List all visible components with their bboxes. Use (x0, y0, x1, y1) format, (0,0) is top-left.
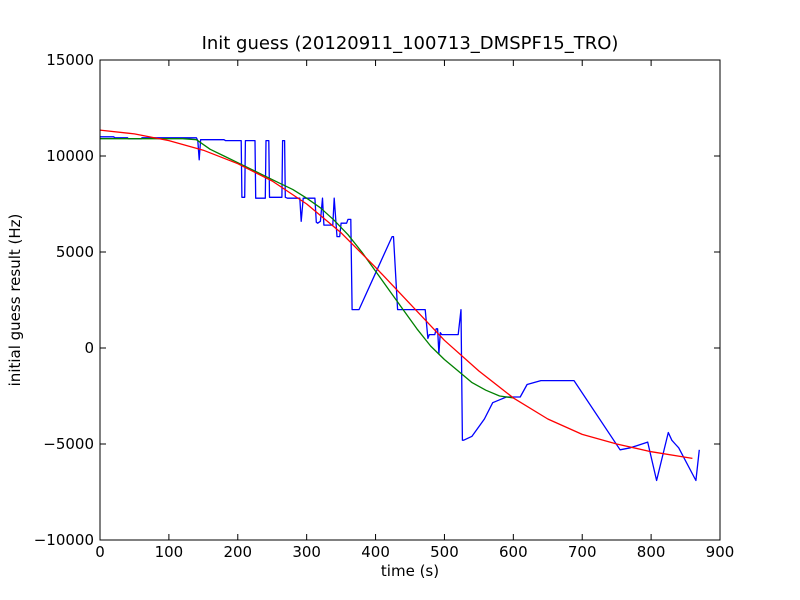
x-tick-label: 700 (568, 543, 597, 561)
series-line-1 (100, 136, 700, 482)
x-tick-label: 0 (95, 543, 105, 561)
series-line-2 (100, 138, 514, 399)
y-tick-label: 5000 (56, 243, 94, 261)
y-tick-label: 10000 (46, 147, 94, 165)
x-tick-label: 900 (706, 543, 735, 561)
y-axis-label: initial guess result (Hz) (6, 214, 24, 387)
plot-area (99, 129, 700, 482)
x-tick-label: 300 (292, 543, 321, 561)
y-tick-label: −5000 (43, 435, 94, 453)
axis-ticks: 0 100 200 300 400 500 600 700 800 900 −10000 −5000 0… (34, 51, 735, 561)
x-tick-label: 500 (430, 543, 459, 561)
series-line-3 (99, 129, 693, 460)
y-tick-label: 15000 (46, 51, 94, 69)
y-tick-label: 0 (84, 339, 94, 357)
x-tick-label: 200 (223, 543, 252, 561)
x-tick-label: 800 (637, 543, 666, 561)
x-tick-label: 400 (361, 543, 390, 561)
y-tick-label: −10000 (34, 531, 94, 549)
x-tick-label: 600 (499, 543, 528, 561)
chart-title: Init guess (20120911_100713_DMSPF15_TRO) (202, 33, 619, 54)
x-axis-label: time (s) (381, 562, 439, 580)
plot-frame (99, 59, 721, 541)
x-tick-label: 100 (155, 543, 184, 561)
